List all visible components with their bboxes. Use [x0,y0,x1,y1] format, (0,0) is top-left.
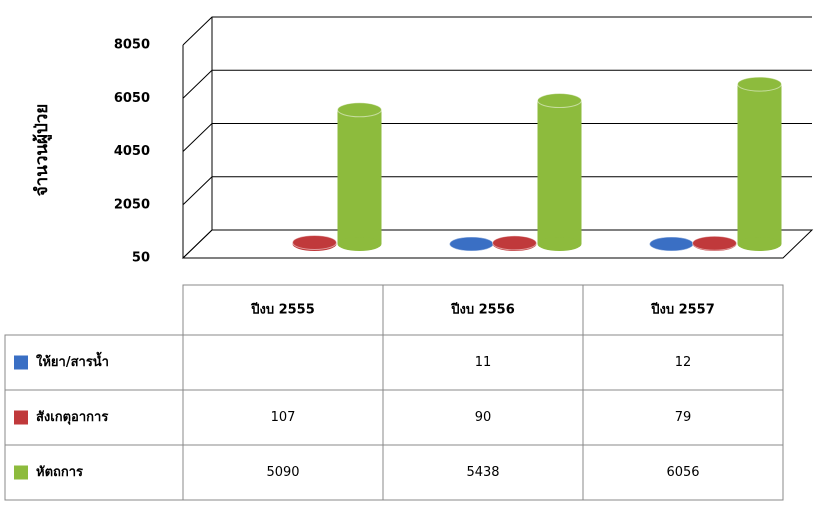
legend-label: หัตถการ [36,465,83,480]
bar-top [692,235,737,251]
grid-line [182,176,812,206]
x-tick-label: ปีงบ 2555 [250,302,315,318]
grid-line [182,123,812,152]
y-tick-label: 6050 [114,91,150,106]
y-tick-label: 50 [132,251,150,266]
bar-body [537,100,582,245]
bar-top [492,235,537,251]
bar-body [337,109,382,244]
bar-top [292,234,337,250]
bar-top [449,236,494,252]
bar-base [737,237,782,251]
legend-key [14,355,28,370]
bar [492,235,537,251]
grid-line [182,69,812,99]
bar [537,93,582,251]
bar-top [537,93,582,109]
bar [337,102,382,251]
y-tick-label: 8050 [114,38,150,53]
bar [449,236,494,252]
table-value: 79 [675,410,692,425]
bar [692,235,737,251]
table-row [4,389,784,446]
table-value: 11 [475,355,492,370]
table-value: 6056 [666,465,699,480]
bar-base [337,237,382,251]
legend-label: ให้ยา/สารน้ำ [36,351,109,370]
bar [737,76,782,251]
bar-top [737,76,782,92]
y-axis-label: จำนวนผู้ป่วย [32,104,53,197]
y-tick-label: 4050 [114,144,150,159]
bar-body [737,84,782,245]
legend-label: สังเกตุอาการ [36,410,108,425]
y-tick-label: 2050 [114,197,150,212]
grid-line [182,16,812,46]
bar-base [537,237,582,251]
bar-top [337,102,382,118]
table-value: 90 [475,410,492,425]
table-value: 12 [675,355,692,370]
x-tick-label: ปีงบ 2557 [650,302,715,318]
x-tick-label: ปีงบ 2556 [450,302,515,318]
table-row [4,334,784,391]
legend-key [14,465,28,480]
table-value: 5090 [266,465,299,480]
table-value: 5438 [466,465,499,480]
legend-key [14,410,28,425]
grid-line [182,229,812,259]
bar-top [649,236,694,252]
bar [649,236,694,252]
bar [292,234,337,251]
table-value: 107 [271,410,296,425]
